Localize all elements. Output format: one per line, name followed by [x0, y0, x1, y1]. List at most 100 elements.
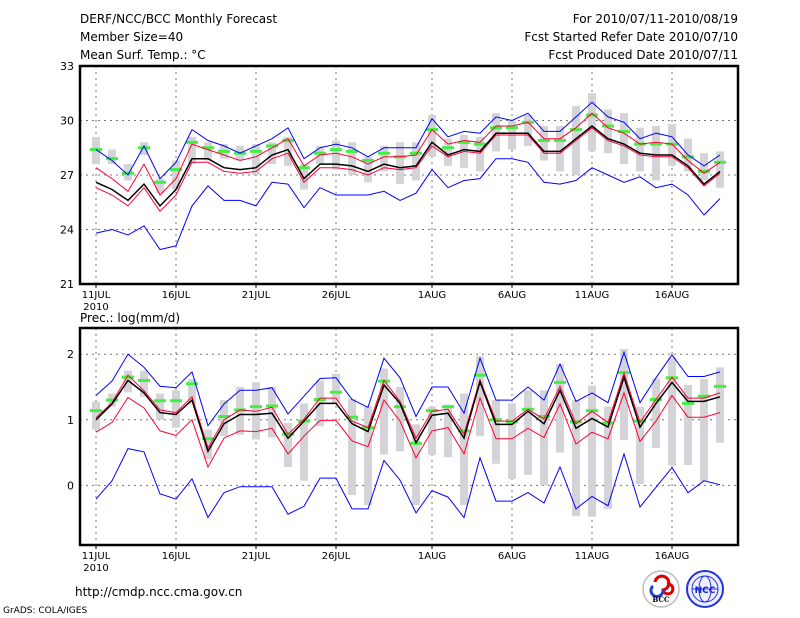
upper-bound-line	[95, 350, 721, 427]
green-marker	[458, 140, 470, 144]
grads-credit: GrADS: COLA/IGES	[3, 606, 87, 616]
spread-bar	[396, 387, 404, 452]
green-marker	[570, 128, 582, 132]
spread-bar	[396, 142, 404, 185]
spread-bar	[380, 368, 388, 455]
forecast-period: For 2010/07/11-2010/08/19	[573, 12, 738, 26]
green-marker	[218, 415, 230, 419]
spread-bar	[684, 385, 692, 466]
x-tick-label: 11AUG	[575, 290, 610, 301]
spread-bar	[588, 93, 596, 152]
green-marker	[442, 146, 454, 150]
spread-bar	[188, 379, 196, 404]
green-marker	[698, 394, 710, 398]
green-marker	[202, 146, 214, 150]
green-marker	[714, 384, 726, 388]
green-marker	[442, 405, 454, 409]
green-marker	[218, 149, 230, 153]
spread-bar	[204, 142, 212, 161]
spread-bar	[620, 348, 628, 441]
x-tick-label: 11JUL	[82, 290, 111, 301]
spread-bar	[492, 400, 500, 464]
green-marker	[426, 409, 438, 413]
spread-bar	[380, 145, 388, 172]
x-tick-label: 26JUL	[322, 290, 351, 301]
spread-bar	[540, 125, 548, 161]
spread-bar	[348, 142, 356, 175]
spread-bar	[476, 356, 484, 437]
green-marker	[250, 149, 262, 153]
spread-bar	[428, 115, 436, 157]
spread-bar	[620, 113, 628, 165]
y-tick-label: 0	[67, 479, 74, 492]
spread-bar	[252, 144, 260, 175]
spread-bar	[652, 125, 660, 181]
green-marker	[186, 140, 198, 144]
green-marker	[346, 415, 358, 419]
x-tick-label: 6AUG	[498, 290, 526, 301]
green-marker	[554, 380, 566, 384]
ensemble-mean-line	[95, 374, 721, 454]
green-marker	[202, 437, 214, 441]
spread-bar	[700, 153, 708, 181]
spread-bar	[636, 406, 644, 485]
green-marker	[682, 401, 694, 405]
spread-bar	[172, 160, 180, 190]
green-marker	[282, 138, 294, 142]
green-marker	[346, 149, 358, 153]
spread-bar	[604, 406, 612, 509]
y-tick-label: 21	[60, 278, 74, 291]
x-tick-label: 11JUL	[82, 551, 111, 562]
bcc-logo-text: BCC	[652, 595, 670, 604]
green-marker	[618, 129, 630, 133]
spread-bar	[268, 387, 276, 438]
green-marker	[298, 166, 310, 170]
spread-bar	[268, 142, 276, 165]
y-tick-label: 24	[60, 224, 74, 237]
spread-bar	[716, 367, 724, 443]
green-marker	[474, 373, 486, 377]
green-marker	[314, 397, 326, 401]
green-marker	[330, 390, 342, 394]
spread-bar	[588, 385, 596, 517]
spread-bar	[140, 370, 148, 397]
figure-title: DERF/NCC/BCC Monthly Forecast	[80, 12, 277, 26]
spread-bar	[172, 390, 180, 428]
x-tick-year: 2010	[83, 302, 108, 313]
green-marker	[314, 151, 326, 155]
spread-bar	[300, 164, 308, 190]
green-marker	[698, 169, 710, 173]
spread-bar	[412, 424, 420, 506]
spread-bar	[604, 109, 612, 154]
green-marker	[602, 421, 614, 425]
x-tick-label: 21JUL	[242, 551, 271, 562]
footer-url[interactable]: http://cmdp.ncc.cma.gov.cn	[75, 585, 242, 599]
spread-bar	[716, 151, 724, 188]
upper-red-line	[95, 112, 721, 196]
upper-red-line	[95, 371, 721, 450]
spread-bar	[636, 127, 644, 172]
spread-bar	[444, 138, 452, 166]
y-tick-label: 2	[67, 348, 74, 361]
spread-bar	[476, 136, 484, 172]
x-tick-label: 26JUL	[322, 551, 351, 562]
green-marker	[682, 155, 694, 159]
spread-bar	[652, 378, 660, 448]
x-tick-label: 16AUG	[655, 551, 690, 562]
green-marker	[138, 146, 150, 150]
lower-red-line	[95, 391, 721, 469]
green-marker	[266, 144, 278, 148]
spread-bar	[556, 364, 564, 453]
green-marker	[106, 157, 118, 161]
green-marker	[586, 113, 598, 117]
green-marker	[330, 148, 342, 152]
green-marker	[122, 375, 134, 379]
forecast-produced-date: Fcst Produced Date 2010/07/11	[548, 48, 738, 62]
x-tick-label: 1AUG	[418, 551, 446, 562]
green-marker	[186, 382, 198, 386]
spread-bar	[412, 142, 420, 181]
x-tick-label: 16JUL	[162, 551, 191, 562]
